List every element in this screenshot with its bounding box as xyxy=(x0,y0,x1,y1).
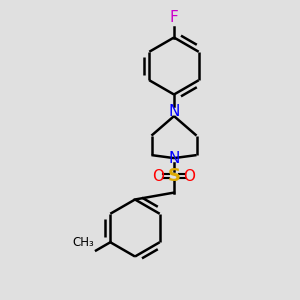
Text: N: N xyxy=(168,103,180,118)
Text: F: F xyxy=(169,10,178,25)
Text: N: N xyxy=(168,151,180,166)
Text: S: S xyxy=(167,167,181,185)
Text: CH₃: CH₃ xyxy=(72,236,94,249)
Text: O: O xyxy=(184,169,196,184)
Text: O: O xyxy=(152,169,164,184)
